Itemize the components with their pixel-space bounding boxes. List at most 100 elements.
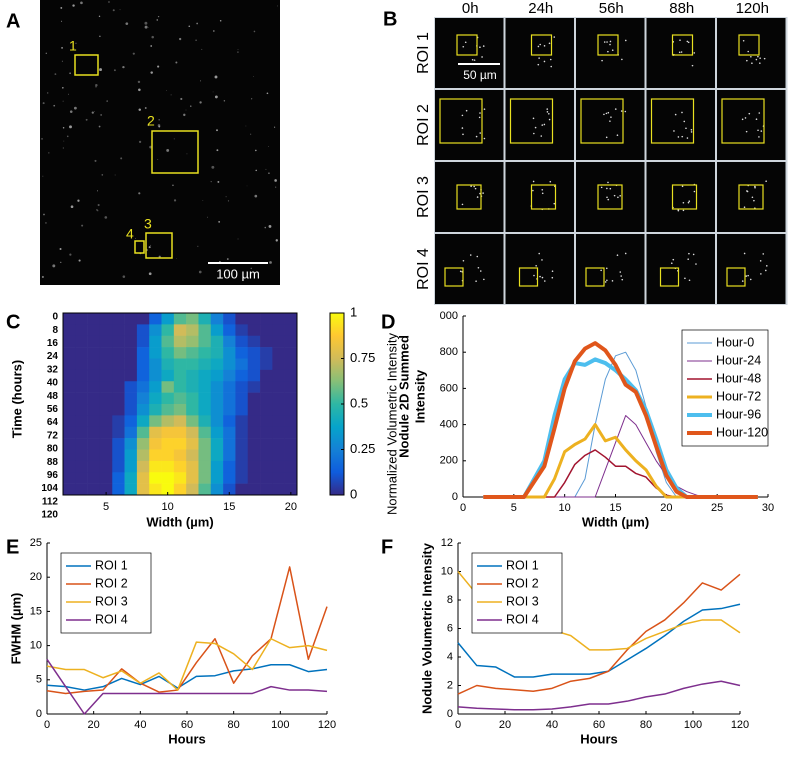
speck [684,277,686,280]
speck [212,30,215,32]
heatmap-cell [173,483,187,496]
speck [73,106,77,110]
roi-box [650,98,695,144]
speck [693,190,696,193]
speck [196,22,199,25]
speck [250,133,252,135]
heatmap-cell [161,335,175,348]
heatmap-cell [161,358,175,371]
speck [687,41,690,44]
speck [125,22,129,26]
heatmap-cell [87,472,101,484]
speck [212,91,214,93]
heatmap-cell [63,426,76,439]
heatmap-cell [87,347,101,359]
speck [180,97,183,101]
speck [606,196,608,199]
heatmap-cell [198,347,212,359]
image-tile [576,18,645,88]
heatmap-cell [186,426,199,439]
heatmap-cell [136,335,150,348]
speck [681,185,684,188]
speck [741,118,744,121]
speck [166,90,167,91]
heatmap-cell [272,381,285,393]
heatmap-cell [136,381,150,393]
heatmap-cell [75,324,88,337]
speck [553,36,556,38]
y-tick-label: 16 [47,338,59,349]
x-tick-label: 5 [103,501,109,513]
speck [616,254,619,257]
speck [77,199,80,202]
image-tile [505,90,574,160]
speck [148,246,151,249]
heatmap-cell [186,358,199,371]
colorbar-tick-label: 0 [350,486,357,501]
speck [61,46,63,49]
speck [198,270,202,274]
heatmap-cell [87,358,101,371]
speck [188,25,191,28]
column-label: 88h [669,0,694,17]
speck [751,196,754,199]
y-axis-label: Nodule Volumetric Intensity [419,542,434,714]
heatmap-cell [99,483,113,496]
x-tick-label: 0 [44,719,50,731]
speck [551,276,554,279]
image-tile [717,234,786,304]
row-label: ROI 4 [415,248,432,290]
heatmap-cell [210,347,224,359]
image-tile [646,90,715,160]
speck [611,49,614,52]
image-tile [435,162,504,232]
heatmap-cell [136,347,150,359]
heatmap-cell [173,313,187,325]
x-tick-label: 10 [162,501,174,513]
heatmap-cell [260,335,273,348]
speck [201,48,203,50]
speck [85,118,88,121]
speck [225,196,227,198]
y-tick-label: 8 [447,594,453,606]
speck [68,93,70,95]
speck [745,130,748,133]
heatmap-cell [284,347,298,359]
speck [268,146,269,147]
x-tick-label: 15 [609,502,621,514]
speck [605,136,608,139]
heatmap-cell [124,335,138,348]
speck [546,108,549,110]
heatmap-cell [260,449,273,462]
heatmap-cell [223,358,236,371]
speck [544,280,546,282]
speck [741,280,744,282]
heatmap-cell [99,449,113,462]
x-tick-label: 120 [731,719,749,731]
speck [539,275,541,278]
speck [217,180,220,183]
heatmap-cell [198,392,212,405]
heatmap-cell [260,381,273,393]
speck [94,159,97,162]
legend-label: ROI 3 [95,594,128,608]
speck [551,270,554,273]
roi-box [439,98,483,144]
speck [609,43,611,46]
heatmap-cell [198,472,212,484]
heatmap-cell [149,438,162,450]
speck [474,187,477,190]
speck [265,168,267,170]
heatmap-cell [235,404,249,416]
speck [137,80,141,84]
speck [550,65,553,68]
speck [158,119,160,121]
speck [610,116,612,118]
roi-box [456,34,478,56]
heatmap-cell [87,415,101,428]
speck [144,107,147,109]
heatmap-cell [149,335,162,348]
speck [461,127,464,129]
speck [611,280,614,282]
heatmap-cell [161,381,175,393]
